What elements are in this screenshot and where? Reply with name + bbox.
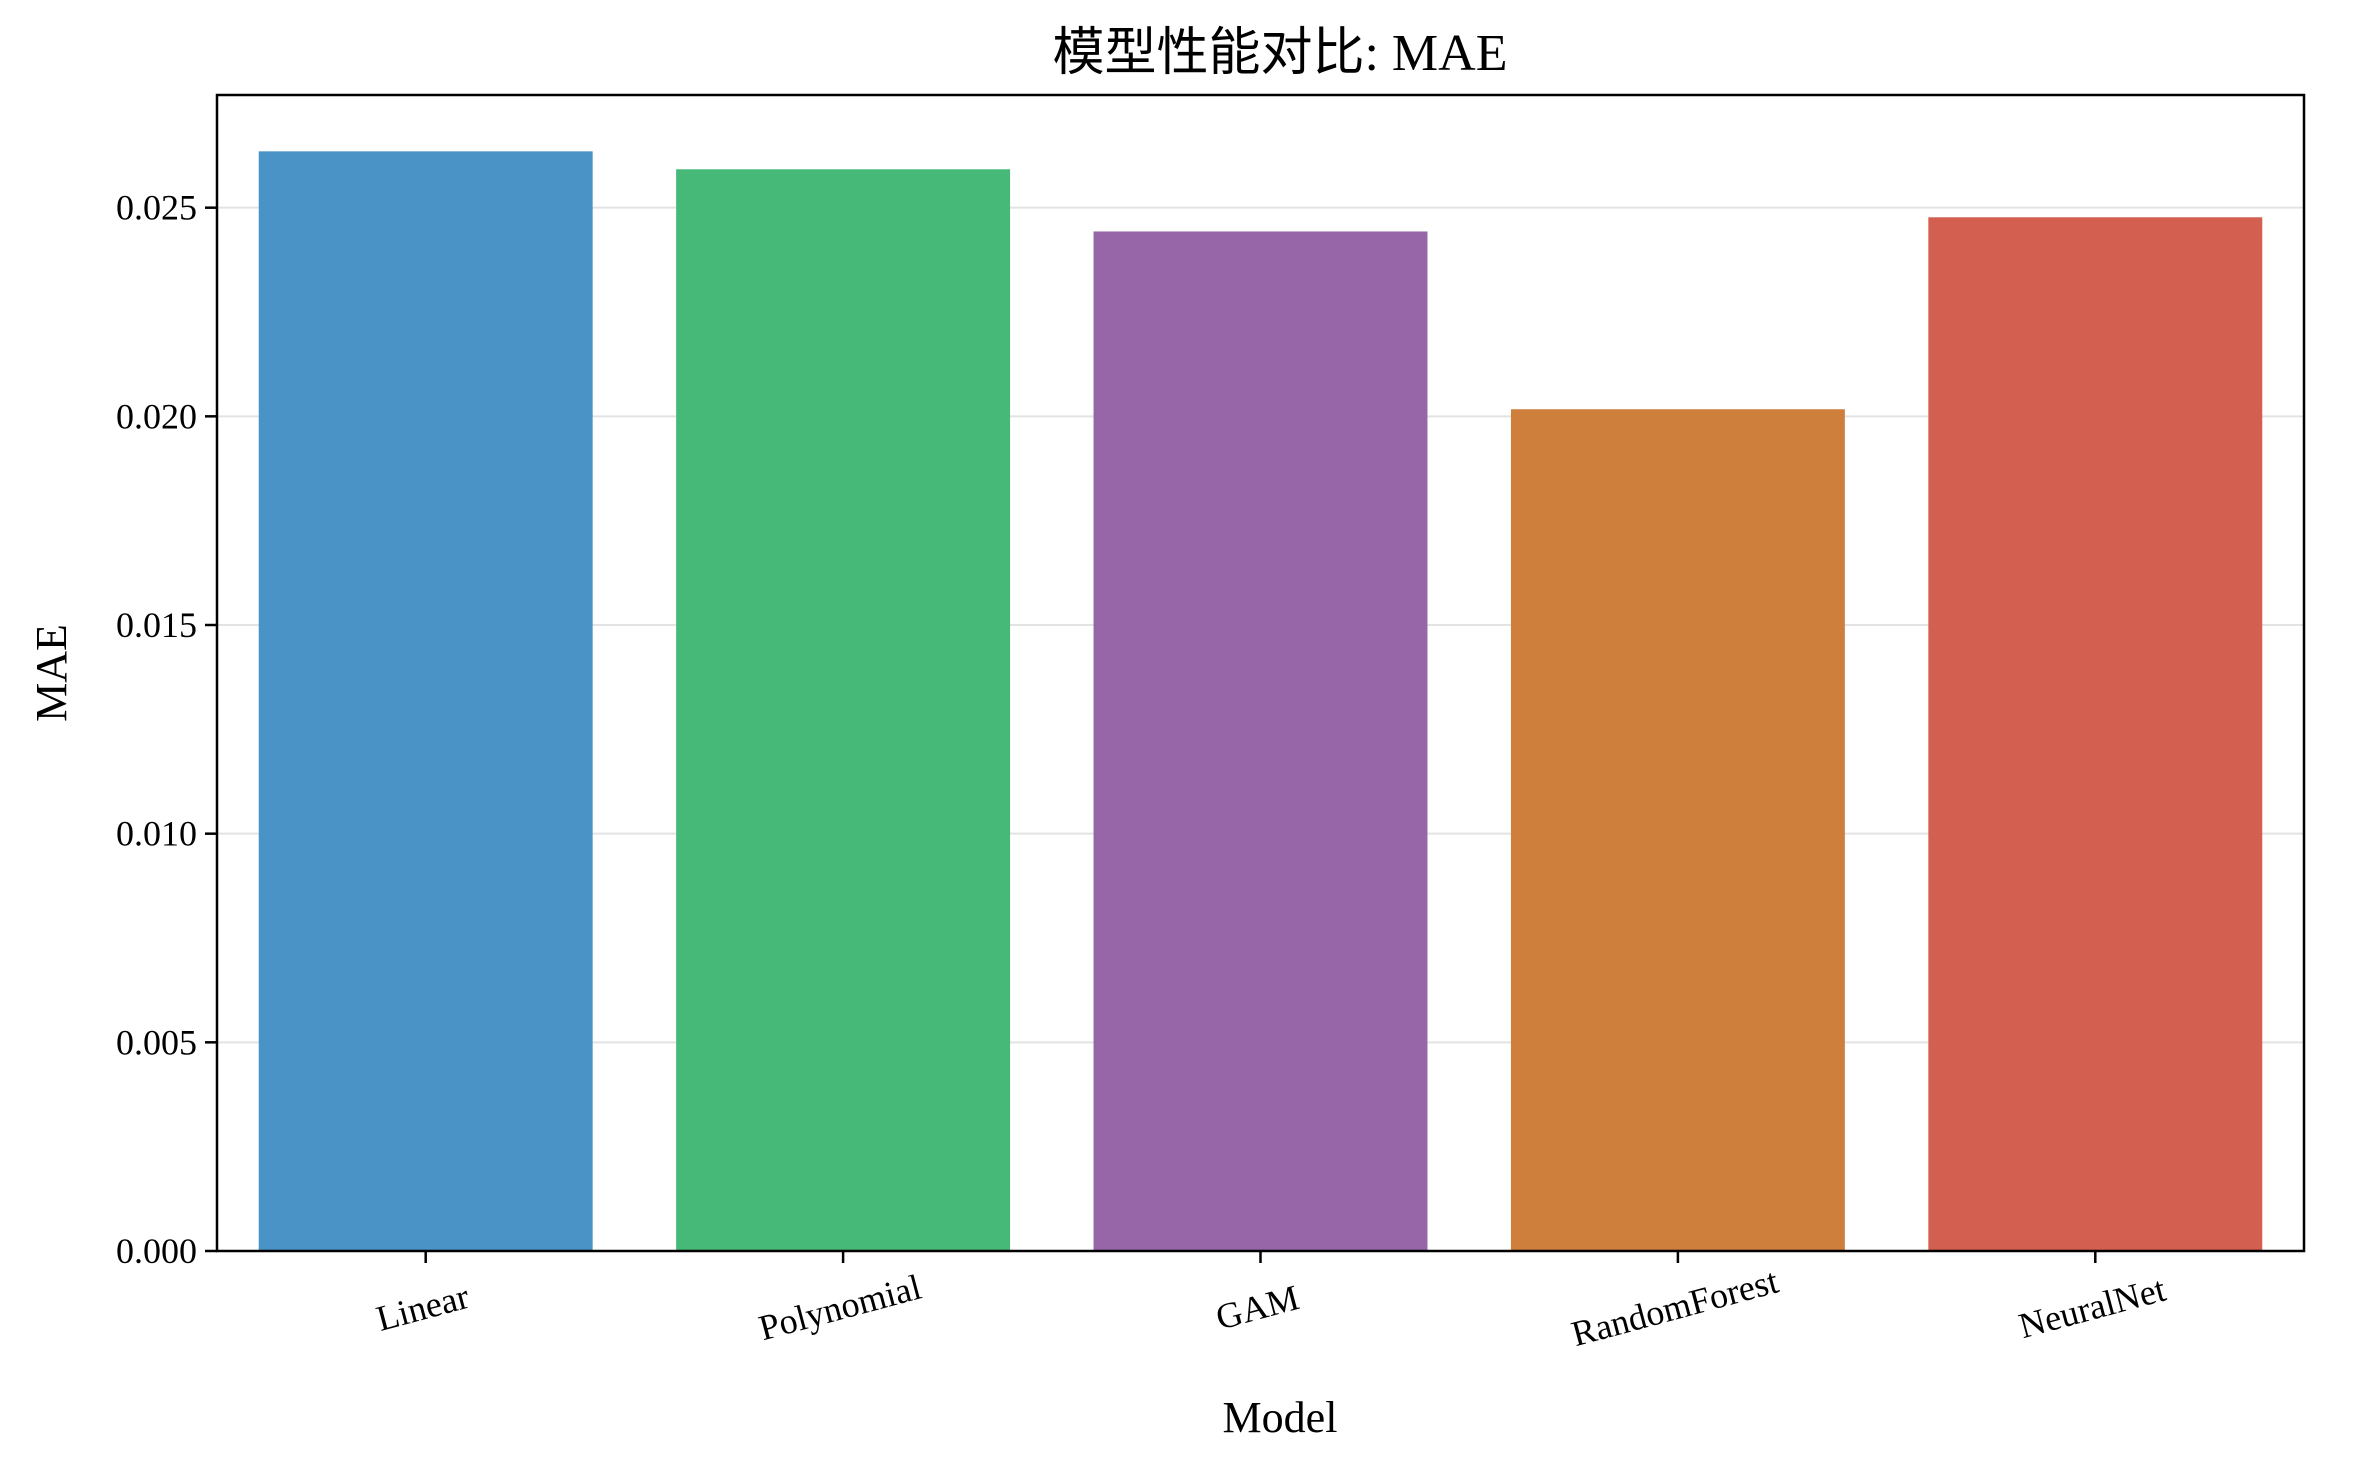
bar-gam <box>1093 231 1428 1251</box>
y-tick-label: 0.025 <box>116 188 197 228</box>
x-axis-label: Model <box>1223 1393 1338 1442</box>
y-axis-label: MAE <box>27 624 76 722</box>
y-tick-label: 0.010 <box>116 814 197 854</box>
bar-linear <box>258 151 593 1251</box>
y-tick-label: 0.005 <box>116 1022 197 1062</box>
bar-polynomial <box>676 169 1011 1252</box>
y-tick-label: 0.015 <box>116 605 197 645</box>
bars <box>258 151 2263 1252</box>
y-tick-label: 0.020 <box>116 396 197 436</box>
chart-title: 模型性能对比: MAE <box>1052 25 1507 82</box>
y-axis-ticks: 0.000 0.005 0.010 0.015 0.020 0.025 <box>116 188 217 1271</box>
y-tick-label: 0.000 <box>116 1231 197 1271</box>
bar-neuralnet <box>1928 217 2263 1252</box>
bar-randomforest <box>1510 409 1845 1251</box>
